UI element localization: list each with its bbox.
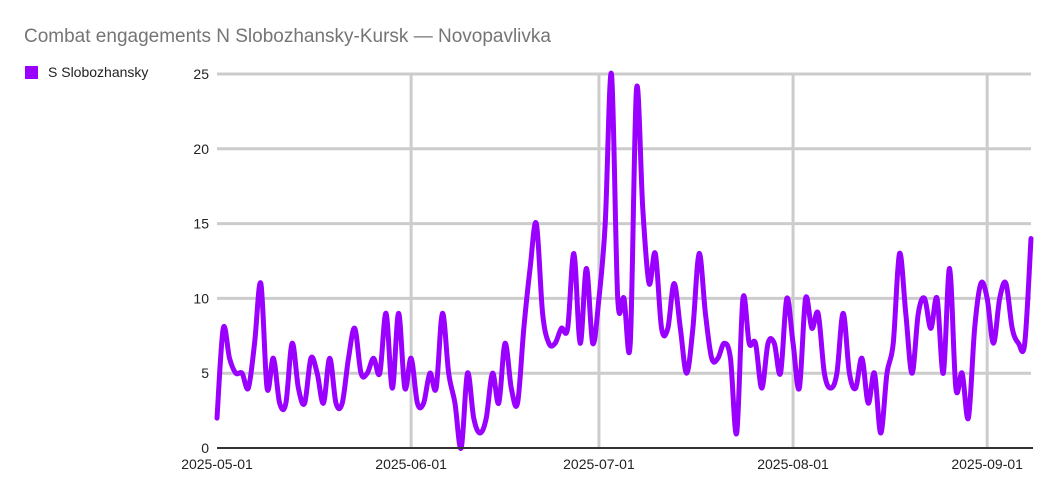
series-group — [214, 70, 1034, 451]
x-tick-label: 2025-06-01 — [375, 456, 447, 472]
x-tick-label: 2025-08-01 — [757, 456, 829, 472]
series-line — [214, 70, 1034, 451]
legend-swatch — [25, 65, 38, 79]
x-tick-label: 2025-07-01 — [563, 456, 635, 472]
x-tick-label: 2025-09-01 — [951, 456, 1023, 472]
gridlines — [217, 72, 1031, 448]
legend-label: S Slobozhansky — [48, 64, 149, 80]
y-tick-label: 0 — [201, 440, 209, 456]
y-axis-ticks: 0 5 10 15 20 25 — [193, 66, 209, 456]
y-tick-label: 10 — [193, 290, 209, 306]
x-tick-label: 2025-05-01 — [181, 456, 253, 472]
y-tick-label: 25 — [193, 66, 209, 82]
y-tick-label: 15 — [193, 216, 209, 232]
legend: S Slobozhansky — [25, 64, 148, 80]
chart-title: Combat engagements N Slobozhansky-Kursk … — [24, 26, 551, 47]
y-tick-label: 5 — [201, 365, 209, 381]
y-tick-label: 20 — [193, 141, 209, 157]
x-axis-ticks: 2025-05-01 2025-06-01 2025-07-01 2025-08-01… — [181, 456, 1023, 472]
